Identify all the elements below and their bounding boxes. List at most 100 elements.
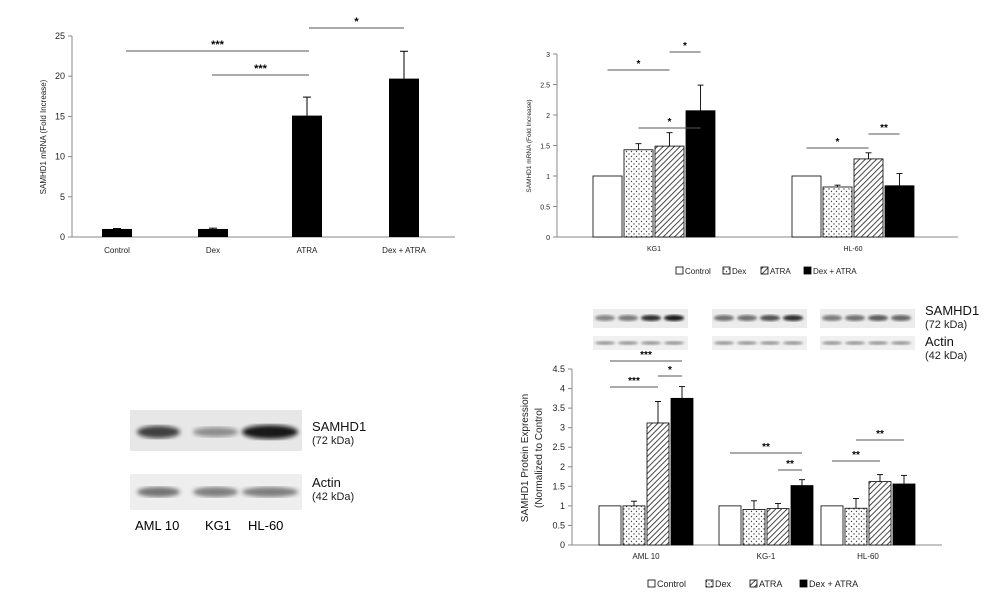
- chart-d-sig-label: **: [786, 459, 794, 470]
- blot-d-actin-strip: [820, 336, 915, 350]
- chart-a-ylabel: SAMHD1 mRNA (Fold Increase): [39, 79, 48, 194]
- chart-d-legend-label: Dex: [715, 579, 732, 589]
- blot-d-actin-kda: (42 kDa): [925, 350, 968, 363]
- blot-d-samhd1-band: [868, 315, 888, 321]
- blot-c-actin-band: [193, 487, 238, 497]
- chart-b-bar: [654, 145, 685, 238]
- chart-b-sig-label: *: [683, 41, 687, 52]
- blot-d-samhd1-band: [618, 315, 638, 321]
- chart-b-sig-label: *: [637, 59, 641, 70]
- blot-c-samhd1-name: SAMHD1: [312, 419, 367, 434]
- chart-b-sig-label: **: [880, 123, 888, 134]
- chart-b-bar: [853, 158, 884, 238]
- chart-d-bar: [790, 485, 814, 546]
- chart-b-xtick-label: KG1: [647, 246, 661, 253]
- chart-a-ytick-label: 15: [55, 111, 65, 121]
- chart-a-xtick-label: ATRA: [297, 246, 318, 255]
- chart-d-legend-label: ATRA: [759, 579, 782, 589]
- blot-d-actin-band: [845, 341, 865, 345]
- chart-d-sig-label: *: [668, 365, 672, 376]
- chart-d-ytick-label: 3.5: [552, 403, 565, 413]
- blot-d-samhd1-label: SAMHD1 (72 kDa): [925, 303, 979, 333]
- chart-d-ytick-label: 4.5: [552, 364, 565, 374]
- chart-d-bar: [844, 507, 868, 546]
- chart-b-sig-label: *: [836, 137, 840, 148]
- chart-b-ytick-label: 2.5: [540, 83, 550, 90]
- chart-b-ytick-label: 0: [546, 235, 550, 242]
- blot-d-samhd1-band: [737, 315, 757, 321]
- chart-d-ytick-label: 0.5: [552, 520, 565, 530]
- blot-d-samhd1-band: [714, 315, 734, 321]
- chart-d-bar: [622, 505, 646, 546]
- chart-b-legend-label: Control: [685, 267, 711, 276]
- blot-c-actin-kda: (42 kDa): [312, 491, 355, 504]
- western-blot-c: [130, 410, 302, 510]
- chart-d-xtick-label: AML 10: [632, 552, 660, 561]
- chart-b-legend-swatch: [722, 266, 731, 275]
- blot-d-samhd1-strip: [712, 309, 807, 328]
- chart-d-bar: [820, 505, 844, 546]
- chart-b-legend-swatch: [675, 266, 684, 275]
- chart-d-bar: [718, 505, 742, 546]
- chart-d-sig-label: ***: [628, 376, 640, 387]
- chart-b-sig-label: *: [668, 117, 672, 128]
- chart-a-bar: [389, 78, 419, 237]
- chart-b-bar: [822, 186, 853, 238]
- chart-b-legend-swatch: [760, 266, 769, 275]
- blot-d-actin-band: [595, 341, 615, 345]
- chart-b-ytick-label: 2: [546, 113, 550, 120]
- chart-d-sig-label: **: [762, 442, 770, 453]
- blot-c-lane-kg1: KG1: [205, 518, 232, 533]
- chart-d-legend-label: Control: [657, 579, 686, 589]
- chart-a-sig-label: ***: [254, 63, 268, 75]
- blot-d-samhd1-band: [822, 315, 842, 321]
- chart-a-xtick-label: Control: [104, 246, 130, 255]
- blot-d-actin-band: [822, 341, 842, 345]
- chart-d-sig-label: **: [852, 450, 860, 461]
- blot-d-samhd1-name: SAMHD1: [925, 303, 980, 318]
- chart-b-legend-label: Dex: [732, 267, 746, 276]
- chart-b-bar: [884, 185, 915, 238]
- chart-d-ylabel-line2: (Normalized to Control: [534, 408, 545, 508]
- chart-a-ytick-label: 20: [55, 71, 65, 81]
- chart-b-legend-swatch: [803, 266, 812, 275]
- chart-a-ytick-label: 0: [60, 232, 65, 242]
- chart-d-legend-swatch: [705, 579, 714, 588]
- chart-b-ytick-label: 3: [546, 52, 550, 59]
- blot-d-samhd1-band: [760, 315, 780, 321]
- chart-d-ytick-label: 2: [560, 462, 565, 472]
- chart-d-legend-label: Dex + ATRA: [809, 579, 858, 589]
- chart-b-ylabel: SAMHD1 mRNA (Fold Increase): [526, 99, 533, 192]
- blot-c-actin-band: [242, 487, 298, 497]
- chart-d-bar: [598, 505, 622, 546]
- blot-d-actin-band: [664, 341, 684, 345]
- chart-a-sig-label: ***: [211, 39, 225, 51]
- blot-d-samhd1-strip: [593, 309, 688, 328]
- chart-d-bar: [892, 483, 916, 546]
- blot-d-actin-name: Actin: [925, 334, 954, 349]
- blot-d-samhd1-band: [845, 315, 865, 321]
- chart-d-sig-label: ***: [640, 350, 652, 361]
- chart-a-xtick-label: Dex: [206, 246, 220, 255]
- blot-c-samhd1-band: [193, 427, 238, 437]
- blot-d-samhd1-band: [595, 315, 615, 321]
- chart-d-bar: [868, 481, 892, 546]
- chart-d-ytick-label: 2.5: [552, 442, 565, 452]
- chart-d-bar: [646, 422, 670, 546]
- chart-a-bar: [102, 228, 132, 237]
- chart-d-sig-label: **: [876, 429, 884, 440]
- blot-d-actin-band: [760, 341, 780, 345]
- blot-c-samhd1-band: [137, 425, 180, 439]
- chart-b-legend-label: ATRA: [770, 267, 791, 276]
- blot-c-lane-aml10: AML 10: [135, 518, 180, 533]
- chart-a-ytick-label: 10: [55, 152, 65, 162]
- blot-d-samhd1-band: [641, 315, 661, 321]
- chart-b-bar: [592, 175, 623, 238]
- chart-d-ytick-label: 4: [560, 384, 565, 394]
- blot-d-samhd1-kda: (72 kDa): [925, 319, 968, 332]
- blot-c-samhd1-band: [242, 425, 298, 439]
- blot-c-actin-name: Actin: [312, 475, 341, 490]
- chart-a-ytick-label: 5: [60, 192, 65, 202]
- chart-a-ytick-label: 25: [55, 31, 65, 41]
